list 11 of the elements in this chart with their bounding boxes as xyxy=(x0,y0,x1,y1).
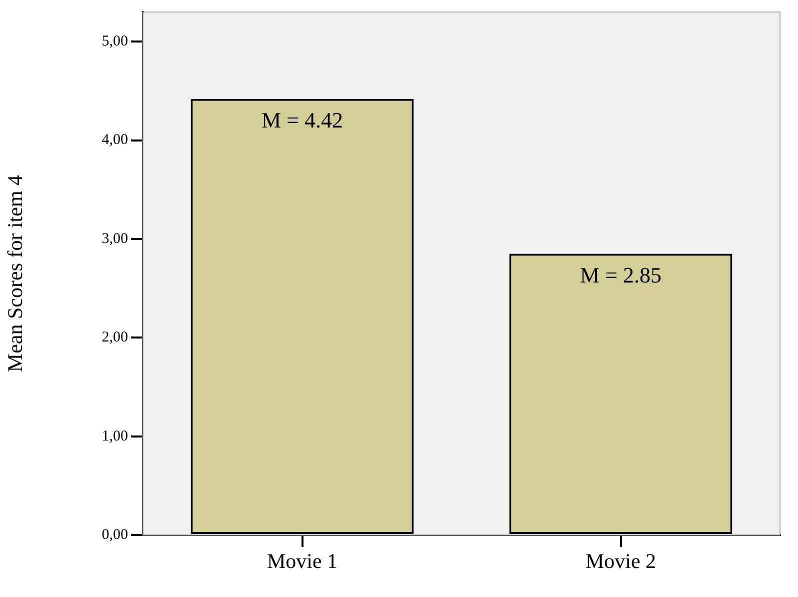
x-tick-label: Movie 2 xyxy=(585,549,656,574)
y-tick-label: 0,00 xyxy=(102,526,128,543)
data-label: M = 4.42 xyxy=(262,108,343,133)
y-tick-label: 5,00 xyxy=(102,34,128,50)
y-axis-title: Mean Scores for item 4 xyxy=(3,174,28,372)
y-tick-label: 2,00 xyxy=(102,330,128,346)
data-label: M = 2.85 xyxy=(580,262,662,288)
y-tick-label: 1,00 xyxy=(102,428,128,444)
x-tick-label: Movie 1 xyxy=(266,549,338,574)
y-tick-label: 3,00 xyxy=(102,230,128,247)
y-tick-label: 4,00 xyxy=(102,132,128,148)
